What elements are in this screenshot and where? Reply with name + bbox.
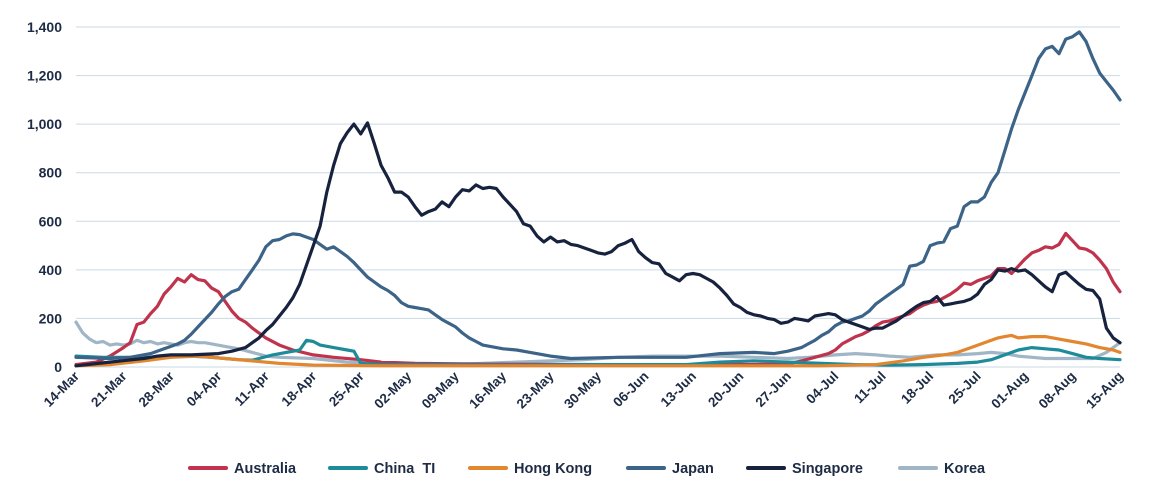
x-tick-label: 28-Mar — [136, 368, 178, 410]
x-tick-label: 21-Mar — [88, 368, 130, 410]
legend-label: Korea — [944, 461, 986, 477]
y-tick-label: 400 — [39, 262, 63, 278]
x-tick-label: 18-Apr — [279, 368, 320, 409]
y-tick-label: 1,400 — [27, 19, 62, 35]
y-tick-label: 800 — [39, 165, 63, 181]
x-tick-label: 15-Aug — [1083, 369, 1126, 412]
series-line-japan — [74, 30, 1122, 361]
x-tick-label: 25-Apr — [326, 368, 367, 409]
x-tick-label: 16-May — [466, 368, 509, 411]
legend-label: China TI — [374, 461, 435, 477]
series-line-singapore — [74, 121, 1122, 368]
y-axis-tick-labels: 0 200 400 600 800 1,000 1,200 1,400 — [27, 19, 62, 375]
series-line-hong-kong — [74, 333, 1122, 368]
x-tick-label: 08-Aug — [1036, 369, 1079, 412]
x-tick-label: 11-Apr — [232, 368, 273, 409]
legend: Australia China TI Hong Kong Japan Singapore… — [188, 461, 986, 477]
x-tick-label: 02-May — [371, 368, 414, 411]
x-tick-label: 11-Jul — [851, 369, 889, 407]
x-tick-label: 04-Apr — [184, 368, 225, 409]
y-tick-label: 1,000 — [27, 116, 62, 132]
x-tick-label: 06-Jun — [610, 369, 651, 410]
x-tick-label: 27-Jun — [753, 369, 794, 410]
x-axis-tick-labels: 14-Mar 21-Mar 28-Mar 04-Apr 11-Apr 18-Apr 25-A… — [41, 368, 1126, 412]
y-tick-label: 200 — [39, 310, 63, 326]
series-line-china-ti — [74, 338, 1122, 367]
x-tick-label: 04-Jul — [803, 369, 841, 407]
x-tick-label: 30-May — [561, 368, 604, 411]
legend-label: Japan — [672, 461, 714, 477]
y-tick-label: 1,200 — [27, 68, 62, 84]
y-tick-label: 600 — [39, 213, 63, 229]
legend-label: Australia — [234, 461, 297, 477]
series-lines — [74, 30, 1122, 368]
x-tick-label: 20-Jun — [705, 369, 746, 410]
legend-label: Hong Kong — [514, 461, 592, 477]
grid-lines — [76, 26, 1120, 368]
x-tick-label: 23-May — [514, 368, 557, 411]
y-tick-label: 0 — [54, 359, 62, 375]
x-tick-label: 01-Aug — [988, 369, 1031, 412]
x-tick-label: 18-Jul — [898, 369, 936, 407]
x-tick-label: 25-Jul — [946, 369, 984, 407]
legend-label: Singapore — [792, 461, 863, 477]
x-tick-label: 13-Jun — [658, 369, 699, 410]
x-tick-label: 09-May — [419, 368, 462, 411]
series-line-australia — [74, 231, 1122, 367]
